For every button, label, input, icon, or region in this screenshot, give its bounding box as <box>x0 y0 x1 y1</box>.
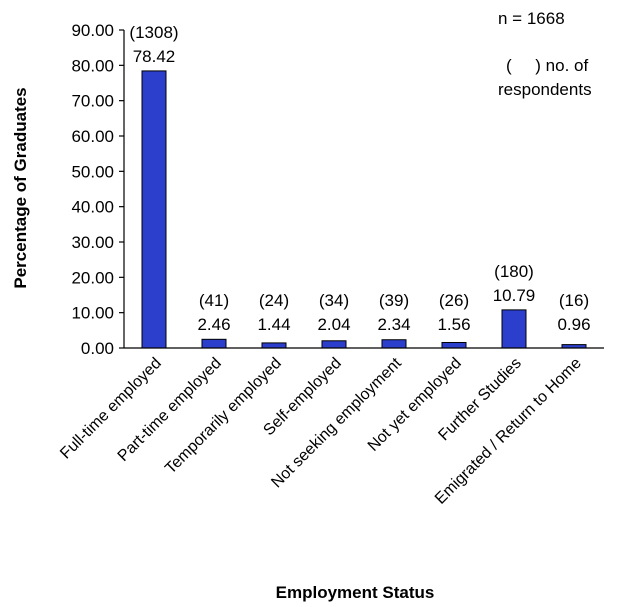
bar <box>201 338 227 349</box>
x-axis-title: Employment Status <box>276 583 435 602</box>
bar <box>141 70 167 349</box>
bar <box>261 342 287 349</box>
bar-value-label: 2.46 <box>197 315 230 334</box>
bar-value-label: 1.44 <box>257 315 290 334</box>
bar-labels: 78.42 (1308) 2.46 (41) 1.44 (24) 2.04 (34) 2.34 (… <box>129 23 590 334</box>
bar-count-label: (41) <box>199 291 229 310</box>
x-category-label: Full-time employed <box>57 355 165 463</box>
bar-series <box>141 70 587 349</box>
y-tick-label: 50.00 <box>71 162 114 181</box>
bar-count-label: (26) <box>439 291 469 310</box>
sample-size-note: n = 1668 <box>498 9 565 28</box>
y-axis-ticks: 0.00 10.00 20.00 30.00 40.00 50.00 60.00 70.00 8… <box>71 21 124 358</box>
bar <box>381 339 407 349</box>
y-tick-label: 40.00 <box>71 198 114 217</box>
bar-count-label: (180) <box>494 262 534 281</box>
y-tick-label: 80.00 <box>71 56 114 75</box>
bar <box>501 309 527 349</box>
y-tick-label: 30.00 <box>71 233 114 252</box>
y-tick-label: 0.00 <box>81 339 114 358</box>
bar-value-label: 78.42 <box>133 47 176 66</box>
bar-value-label: 2.34 <box>377 315 410 334</box>
bar-value-label: 1.56 <box>437 315 470 334</box>
bar-count-label: (24) <box>259 291 289 310</box>
bar-value-label: 2.04 <box>317 315 350 334</box>
bar-count-label: (1308) <box>129 23 178 42</box>
y-tick-label: 70.00 <box>71 92 114 111</box>
y-tick-label: 20.00 <box>71 268 114 287</box>
y-tick-label: 60.00 <box>71 127 114 146</box>
x-category-label: Part-time employed <box>115 355 225 465</box>
bar <box>321 340 347 349</box>
parentheses-legend-note: ( ) no. of <box>506 56 588 75</box>
y-tick-label: 90.00 <box>71 21 114 40</box>
parentheses-legend-note-line2: respondents <box>498 80 592 99</box>
y-axis-title: Percentage of Graduates <box>11 87 30 288</box>
bar-count-label: (34) <box>319 291 349 310</box>
bar-value-label: 0.96 <box>557 315 590 334</box>
bar-count-label: (39) <box>379 291 409 310</box>
bar-count-label: (16) <box>559 291 589 310</box>
y-tick-label: 10.00 <box>71 304 114 323</box>
bar <box>441 341 467 349</box>
bar-value-label: 10.79 <box>493 286 536 305</box>
x-category-label: Temporarily employed <box>162 355 285 478</box>
